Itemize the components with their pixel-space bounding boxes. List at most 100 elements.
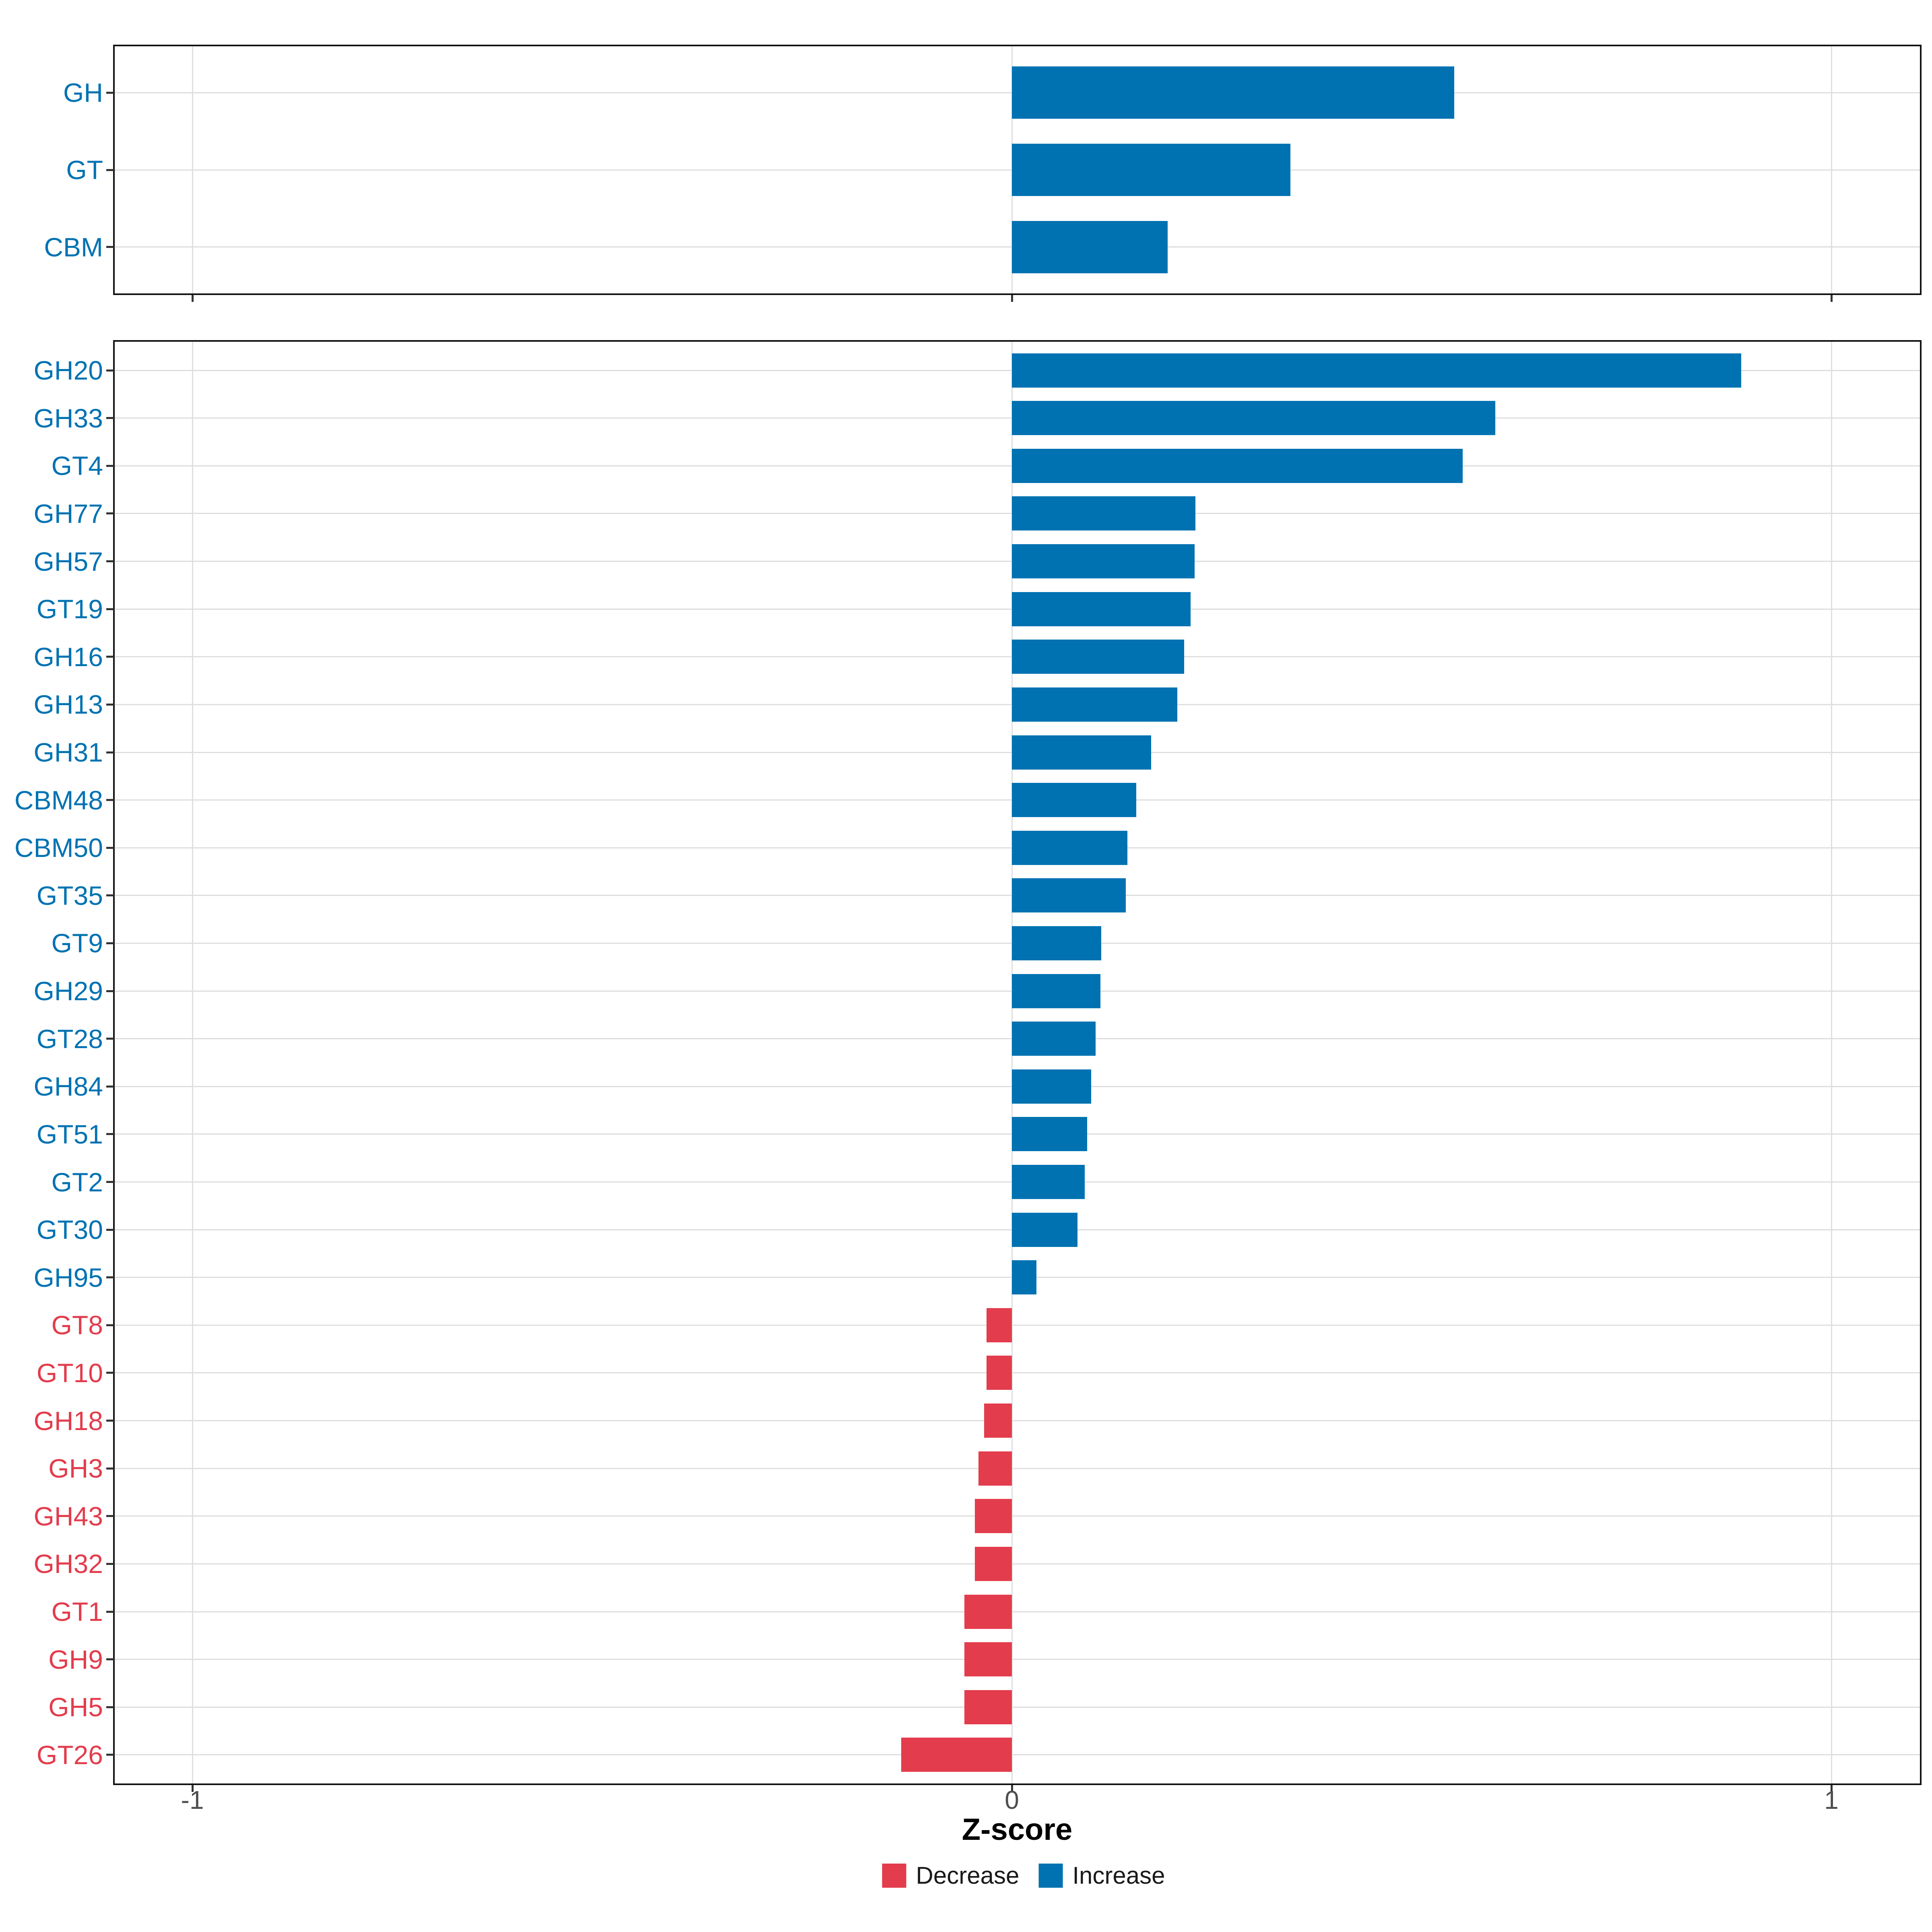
category-label-gt19: GT19: [36, 594, 103, 624]
bar-gh43: [975, 1499, 1012, 1534]
bar-cbm48: [1012, 783, 1137, 817]
bar-gt28: [1012, 1022, 1096, 1056]
bar-gh16: [1012, 640, 1184, 674]
legend-label: Decrease: [916, 1862, 1020, 1889]
x-axis-tick: [1011, 295, 1013, 302]
y-axis-tick: [106, 464, 114, 467]
y-axis-tick: [106, 1420, 114, 1422]
y-axis-tick: [106, 1610, 114, 1613]
y-axis-tick: [106, 1133, 114, 1135]
y-axis-tick: [106, 417, 114, 419]
y-axis-tick: [106, 1038, 114, 1040]
vertical-gridline: [1011, 342, 1013, 1783]
horizontal-gridline: [115, 1754, 1920, 1756]
category-label-gh31: GH31: [33, 737, 103, 768]
category-label-gt1: GT1: [51, 1597, 103, 1627]
y-axis-tick: [106, 846, 114, 849]
y-axis-tick: [106, 894, 114, 897]
bar-gt8: [986, 1308, 1012, 1342]
summary-panel: [113, 45, 1922, 295]
bar-gt4: [1012, 448, 1463, 483]
horizontal-gridline: [115, 1324, 1920, 1326]
horizontal-gridline: [115, 1659, 1920, 1660]
category-label-gt4: GT4: [51, 451, 103, 481]
bar-gh18: [984, 1404, 1012, 1438]
category-label-cbm48: CBM48: [14, 785, 103, 815]
x-axis-tick: [1830, 295, 1833, 302]
category-label-gt2: GT2: [51, 1167, 103, 1197]
y-axis-tick: [106, 560, 114, 563]
category-label-cbm50: CBM50: [14, 833, 103, 863]
y-axis-tick: [106, 1324, 114, 1326]
legend-entry-decrease: Decrease: [882, 1862, 1020, 1889]
vertical-gridline: [1831, 342, 1832, 1783]
x-axis-tick-label: -1: [181, 1785, 204, 1814]
bar-gh33: [1012, 401, 1496, 436]
category-label-gh32: GH32: [33, 1549, 103, 1579]
y-axis-tick: [106, 1754, 114, 1756]
y-axis-tick: [106, 369, 114, 372]
legend-swatch-increase: [1038, 1864, 1063, 1888]
category-label-gh9: GH9: [48, 1644, 103, 1674]
y-axis-tick: [106, 703, 114, 706]
y-axis-tick: [106, 246, 114, 248]
bar-gt10: [986, 1356, 1012, 1390]
horizontal-gridline: [115, 1563, 1920, 1565]
y-axis-tick: [106, 799, 114, 801]
category-label-gh20: GH20: [33, 355, 103, 386]
y-axis-tick: [106, 91, 114, 94]
category-label-gh16: GH16: [33, 642, 103, 672]
bar-cbm50: [1012, 830, 1128, 865]
horizontal-gridline: [115, 1372, 1920, 1374]
y-axis-tick: [106, 751, 114, 753]
y-axis-tick: [106, 512, 114, 515]
legend-entry-increase: Increase: [1038, 1864, 1165, 1888]
bar-gt1: [964, 1594, 1012, 1629]
y-axis-tick: [106, 942, 114, 944]
x-axis-tick: [191, 1785, 194, 1792]
y-axis-tick: [106, 1563, 114, 1565]
category-label-gt30: GT30: [36, 1215, 103, 1245]
y-axis-tick: [106, 990, 114, 992]
legend-label: Increase: [1072, 1862, 1165, 1889]
category-label-gt51: GT51: [36, 1119, 103, 1149]
bar-gt: [1012, 144, 1291, 196]
horizontal-gridline: [115, 1706, 1920, 1708]
bar-gh77: [1012, 496, 1196, 531]
x-axis-tick: [1830, 1785, 1833, 1792]
bar-gh31: [1012, 735, 1152, 770]
bar-gh95: [1012, 1260, 1037, 1295]
category-label-gt9: GT9: [51, 928, 103, 958]
category-label-gh33: GH33: [33, 403, 103, 433]
x-axis-tick-label: 0: [1005, 1785, 1019, 1814]
category-label-gt28: GT28: [36, 1024, 103, 1054]
y-axis-tick: [106, 1467, 114, 1470]
bar-gh: [1012, 66, 1455, 119]
x-axis-title: Z-score: [962, 1812, 1073, 1847]
bar-cbm: [1012, 221, 1168, 273]
category-label-gt: GT: [66, 155, 103, 185]
bar-gt9: [1012, 926, 1101, 960]
families-panel: [113, 340, 1922, 1785]
category-label-gh3: GH3: [48, 1453, 103, 1484]
category-label-gt35: GT35: [36, 880, 103, 910]
category-label-gh5: GH5: [48, 1692, 103, 1722]
y-axis-tick: [106, 1658, 114, 1661]
bar-gh3: [978, 1451, 1012, 1486]
y-axis-tick: [106, 656, 114, 658]
horizontal-gridline: [115, 1468, 1920, 1469]
x-axis-tick: [1011, 1785, 1013, 1792]
bar-gh29: [1012, 974, 1100, 1008]
bar-gt19: [1012, 592, 1191, 626]
legend: Decrease Increase: [882, 1864, 1165, 1888]
bar-gt26: [901, 1738, 1012, 1772]
bar-gh13: [1012, 687, 1178, 722]
category-label-gh95: GH95: [33, 1262, 103, 1292]
category-label-gh77: GH77: [33, 498, 103, 528]
category-label-gh43: GH43: [33, 1501, 103, 1531]
x-axis-tick: [191, 295, 194, 302]
horizontal-gridline: [115, 1515, 1920, 1517]
x-axis-tick-label: 1: [1824, 1785, 1839, 1814]
bar-gt51: [1012, 1117, 1088, 1152]
